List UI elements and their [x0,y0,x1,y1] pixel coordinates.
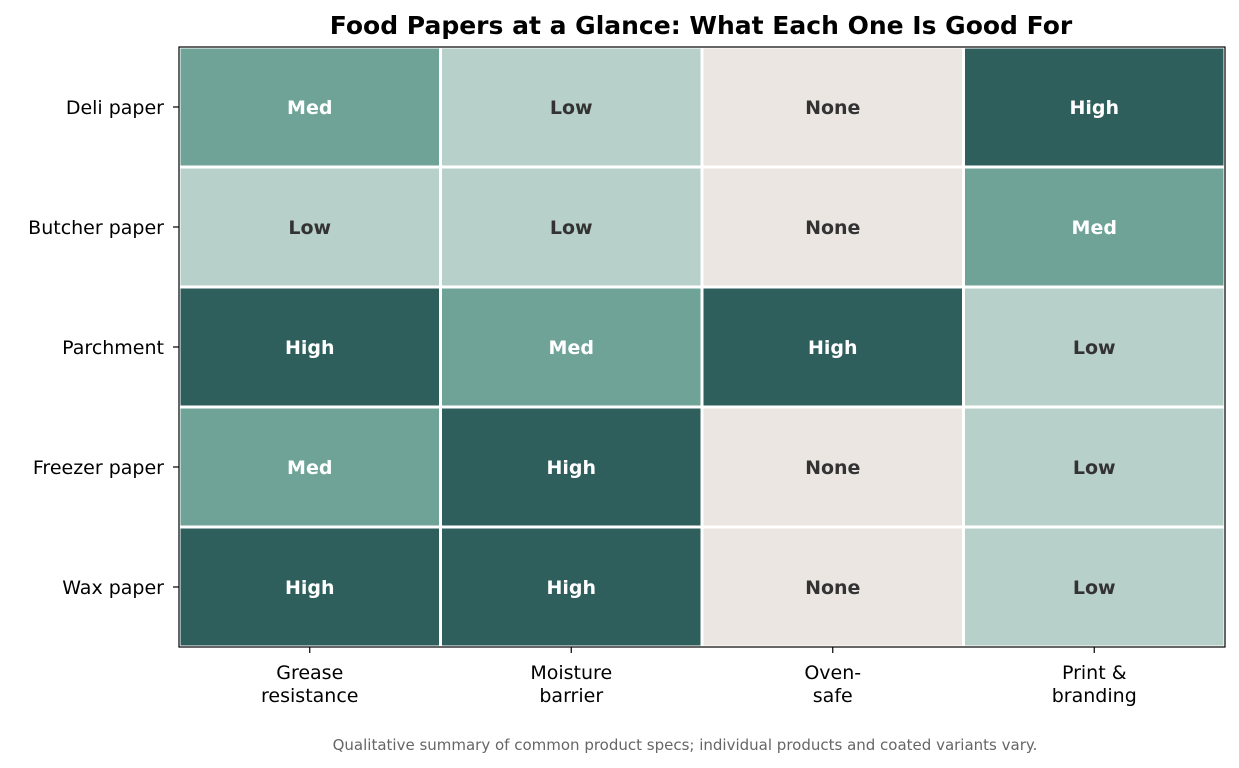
cell-value-label: Low [550,217,593,239]
heatmap-cell [962,285,1227,409]
cell-value-label: High [546,577,596,599]
cell-value-label: Low [1073,577,1116,599]
cell-value-label: Low [550,97,593,119]
row-label: Parchment [62,337,164,359]
cell-value-label: None [805,97,860,119]
column-label: Oven-safe [804,662,861,707]
column-labels: Grease resistance Moisture barrier Oven-safe… [261,647,1137,707]
cell-value-label: Med [287,457,332,479]
row-labels: Deli paper Butcher paper Parchment Freezer … [28,97,179,599]
cell-value-label: Med [549,337,594,359]
cell-value-label: Low [1073,337,1116,359]
cell-value-label: Low [288,217,331,239]
cell-value-label: High [1069,97,1119,119]
cell-value-label: Low [1073,457,1116,479]
cell-value-label: Med [1072,217,1117,239]
footnote: Qualitative summary of common product sp… [333,736,1038,754]
cell-value-label: High [285,337,335,359]
row-label: Deli paper [66,97,164,119]
column-label: Moisture barrier [530,662,612,707]
cell-value-label: High [808,337,858,359]
heatmap-cell [700,525,965,649]
heatmap-cell [439,525,704,649]
row-label: Butcher paper [28,217,164,239]
heatmap-cell [177,45,442,169]
heatmap-cells: Med Low None High Low Low None Med High Med High Lo… [177,45,1227,649]
cell-value-label: None [805,577,860,599]
heatmap-cell [962,405,1227,529]
cell-value-label: High [285,577,335,599]
heatmap-cell [439,405,704,529]
cell-value-label: High [546,457,596,479]
row-label: Wax paper [62,577,164,599]
heatmap-cell [439,165,704,289]
cell-value-label: Med [287,97,332,119]
cell-value-label: None [805,217,860,239]
column-label: Grease resistance [261,662,358,707]
heatmap-cell [439,285,704,409]
heatmap-cell [962,165,1227,289]
chart-title: Food Papers at a Glance: What Each One I… [330,11,1073,40]
heatmap-cell [439,45,704,169]
heatmap-cell [962,525,1227,649]
row-label: Freezer paper [33,457,164,479]
cell-value-label: None [805,457,860,479]
column-label: Print & branding [1052,662,1137,707]
